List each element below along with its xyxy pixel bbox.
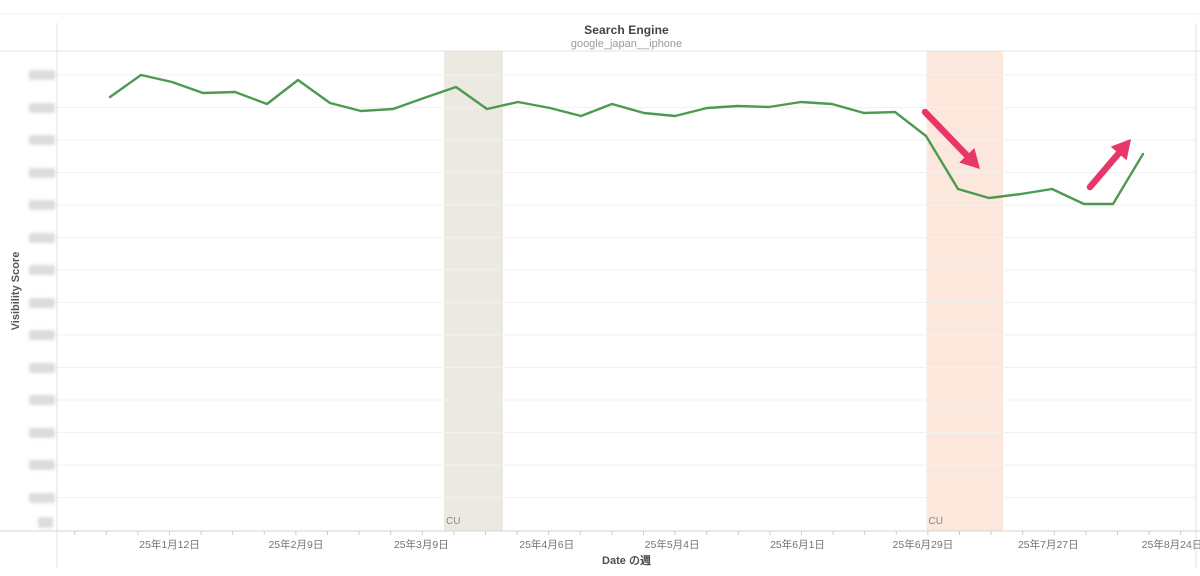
y-tick-label-redacted xyxy=(29,200,55,210)
chart-title: Search Engine xyxy=(584,23,669,37)
x-tick-label: 25年3月9日 xyxy=(393,539,449,551)
x-axis-title: Date の週 xyxy=(602,555,651,567)
y-tick-label-redacted xyxy=(29,297,55,308)
annotation-arrow-head-1 xyxy=(959,148,980,169)
x-tick-label: 25年1月12日 xyxy=(139,539,200,551)
cu-band-label-2: CU xyxy=(928,516,943,527)
y-tick-label-redacted-zero xyxy=(38,517,53,528)
annotation-arrow-shaft-2 xyxy=(1086,147,1125,191)
annotation-arrow-shaft-1 xyxy=(921,108,973,162)
x-tick-label: 25年4月6日 xyxy=(519,539,575,551)
y-tick-label-redacted xyxy=(29,232,55,243)
cu-band-1 xyxy=(444,51,503,531)
y-tick-label-redacted xyxy=(29,330,55,340)
y-tick-label-redacted xyxy=(29,70,55,80)
y-tick-label-redacted xyxy=(29,102,55,113)
y-tick-label-redacted xyxy=(29,167,55,178)
x-tick-label: 25年8月24日 xyxy=(1141,539,1200,551)
y-tick-label-redacted xyxy=(29,395,55,405)
y-tick-label-redacted xyxy=(29,135,55,145)
trend-line xyxy=(108,73,1145,206)
y-tick-label-redacted xyxy=(29,492,55,503)
x-tick-label: 25年5月4日 xyxy=(644,539,700,551)
x-tick-label: 25年6月1日 xyxy=(770,539,825,551)
y-tick-label-redacted xyxy=(29,265,55,275)
x-tick-label: 25年6月29日 xyxy=(892,539,954,551)
annotation-arrow-head-2 xyxy=(1110,139,1131,161)
y-tick-label-redacted xyxy=(29,427,55,438)
x-tick-label: 25年7月27日 xyxy=(1017,539,1079,551)
y-tick-label-redacted xyxy=(29,460,55,470)
chart-subtitle: google_japan__iphone xyxy=(570,38,683,50)
x-tick-label: 25年2月9日 xyxy=(268,539,324,551)
cu-band-label-1: CU xyxy=(446,516,461,527)
y-tick-label-redacted xyxy=(29,362,55,373)
